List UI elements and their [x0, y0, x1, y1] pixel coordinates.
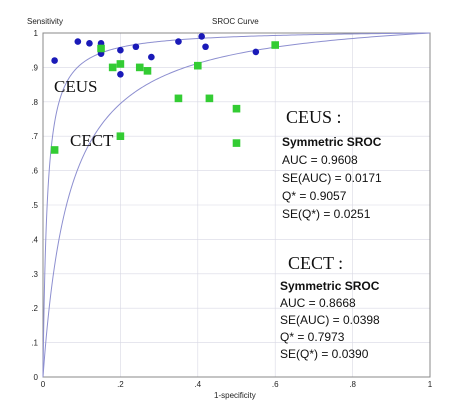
cect-point [108, 63, 117, 72]
cect-point [205, 94, 214, 103]
cect-point [97, 44, 105, 53]
y-tick-label: .4 [31, 235, 38, 244]
x-tick-label: .2 [117, 380, 124, 389]
cect-auc: AUC = 0.8668 [280, 296, 356, 310]
y-tick-label: .7 [31, 132, 38, 141]
cect-point [194, 61, 202, 70]
y-tick-label: 1 [34, 29, 39, 38]
ceus-point [117, 70, 124, 78]
ceus-point [175, 38, 182, 45]
x-tick-label: .8 [349, 380, 356, 389]
y-tick-label: .8 [31, 98, 38, 107]
ceus-stats-heading: CEUS : [286, 107, 342, 127]
x-axis-label: 1-specificity [214, 391, 256, 400]
cect-se-q-star: SE(Q*) = 0.0390 [280, 347, 369, 361]
ceus-sroc-curve [42, 32, 431, 377]
y-axis-label: Sensitivity [27, 17, 63, 26]
y-tick-label: .1 [31, 339, 38, 348]
cect-point [50, 146, 59, 154]
cect-se-auc: SE(AUC) = 0.0398 [280, 313, 380, 327]
cect-point [143, 67, 152, 75]
ceus-auc: AUC = 0.9608 [282, 153, 358, 167]
ceus-q-star: Q* = 0.9057 [282, 189, 347, 203]
ceus-point [202, 43, 209, 51]
ceus-point [252, 48, 260, 56]
ceus-se-q-star: SE(Q*) = 0.0251 [282, 207, 371, 221]
ceus-point [74, 38, 82, 45]
y-tick-label: .2 [31, 304, 38, 313]
y-tick-label: .3 [31, 270, 38, 279]
cect-point [174, 94, 183, 103]
ceus-point [86, 40, 93, 47]
cect-point [232, 104, 241, 113]
grid [43, 33, 430, 377]
cect-stats-heading: CECT : [288, 253, 343, 273]
y-tick-label: 0 [34, 373, 39, 382]
ceus-point [148, 53, 155, 61]
ceus-stats-subheading: Symmetric SROC [282, 135, 382, 149]
chart-title: SROC Curve [212, 17, 259, 26]
cect-stats-box: CECT : Symmetric SROC AUC = 0.8668 SE(AU… [280, 253, 380, 361]
plot-frame [42, 32, 431, 378]
y-tick-label: .5 [31, 201, 38, 210]
x-tick-label: .6 [272, 380, 279, 389]
cect-point [232, 139, 241, 147]
cect-point [135, 63, 144, 72]
axis-ticks: 0 .1 .2 .3 .4 .5 .6 .7 .8 .9 1 0 .2 .4 .6 .8 1 [31, 29, 432, 389]
ceus-point [51, 57, 58, 64]
cect-point [116, 60, 125, 68]
data-points [50, 33, 279, 154]
ceus-se-auc: SE(AUC) = 0.0171 [282, 171, 382, 185]
sroc-curves [42, 32, 431, 378]
cect-point [116, 132, 125, 140]
cect-curve-label: CECT [70, 131, 114, 150]
x-tick-label: .4 [194, 380, 201, 389]
cect-q-star: Q* = 0.7973 [280, 330, 345, 344]
y-tick-label: .9 [31, 63, 38, 72]
x-tick-label: 1 [428, 380, 433, 389]
ceus-point [198, 33, 205, 40]
cect-stats-subheading: Symmetric SROC [280, 279, 380, 293]
cect-sroc-curve [42, 32, 431, 378]
ceus-curve-label: CEUS [54, 77, 97, 96]
y-tick-label: .6 [31, 167, 38, 176]
x-tick-label: 0 [41, 380, 46, 389]
ceus-stats-box: CEUS : Symmetric SROC AUC = 0.9608 SE(AU… [282, 107, 382, 221]
ceus-point [117, 46, 124, 54]
cect-point [271, 41, 279, 49]
ceus-point [132, 43, 140, 51]
